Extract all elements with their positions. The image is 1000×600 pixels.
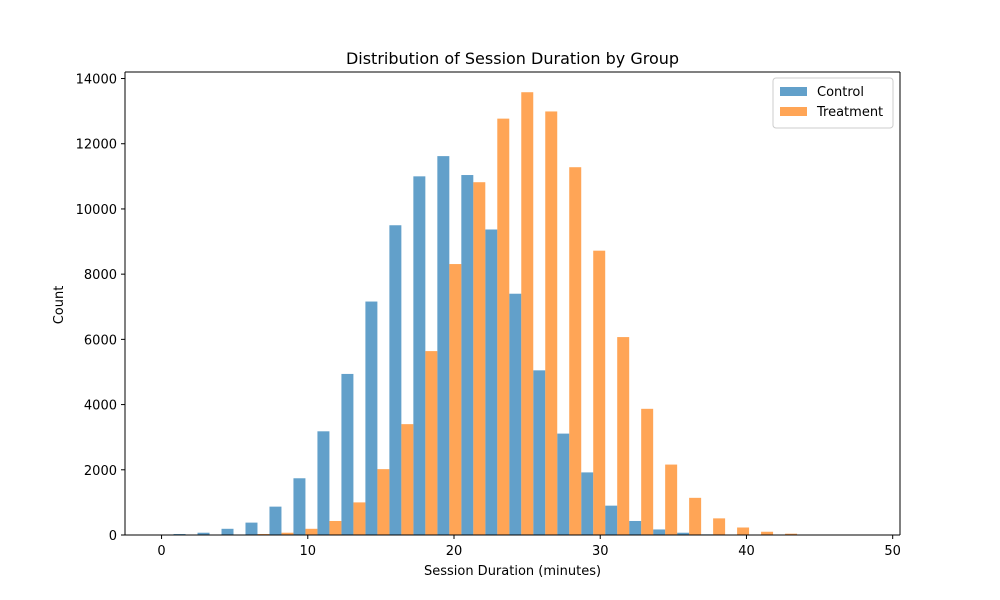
x-tick-label: 0 (157, 544, 165, 559)
x-tick-label: 40 (738, 544, 755, 559)
x-tick-label: 10 (300, 544, 317, 559)
bar-control (341, 373, 354, 535)
y-tick-label: 4000 (84, 399, 117, 414)
bar-control (461, 175, 474, 535)
bar-treatment (785, 533, 798, 535)
bar-treatment (545, 111, 558, 535)
bar-control (269, 506, 282, 535)
bar-treatment (713, 518, 726, 535)
x-tick-label: 50 (884, 544, 901, 559)
bar-control (197, 532, 210, 535)
bar-treatment (353, 502, 366, 535)
bar-treatment (281, 532, 294, 535)
x-tick-label: 30 (592, 544, 609, 559)
bar-treatment (617, 337, 630, 535)
y-tick-label: 8000 (84, 268, 117, 283)
bar-treatment (665, 464, 678, 535)
bar-control (317, 431, 330, 535)
bar-control (557, 433, 570, 535)
y-axis-label: Count (52, 286, 67, 325)
y-tick-label: 6000 (84, 333, 117, 348)
axes-group: 0 10 20 30 40 50 0 2000 4000 6000 8000 10000 12000 14… (76, 71, 901, 559)
y-tick-label: 2000 (84, 464, 117, 479)
bar-control (581, 472, 594, 535)
legend-swatch-treatment (780, 107, 807, 116)
bar-control (677, 532, 690, 535)
legend-swatch-control (780, 87, 807, 96)
bar-treatment (401, 424, 414, 535)
bars-group (173, 92, 822, 536)
y-tick-label: 14000 (76, 73, 117, 88)
y-tick-label: 10000 (76, 203, 117, 218)
bar-treatment (641, 408, 654, 535)
x-axis-label: Session Duration (minutes) (424, 564, 601, 579)
bar-control (221, 528, 234, 535)
bar-control (509, 293, 522, 535)
bar-treatment (377, 469, 390, 535)
bar-control (437, 156, 450, 535)
bar-treatment (593, 250, 606, 535)
bar-control (653, 529, 666, 535)
bar-control (413, 176, 426, 535)
bar-control (293, 478, 306, 535)
bar-treatment (497, 118, 510, 535)
bar-treatment (305, 528, 318, 535)
legend-label-treatment: Treatment (816, 105, 883, 120)
y-tick-label: 12000 (76, 138, 117, 153)
bar-control (533, 370, 546, 535)
chart-title: Distribution of Session Duration by Grou… (346, 49, 679, 68)
bar-treatment (761, 531, 774, 535)
bar-control (365, 301, 378, 535)
bar-control (485, 229, 498, 536)
bar-treatment (569, 167, 582, 535)
bar-treatment (425, 351, 438, 535)
bar-treatment (449, 264, 462, 535)
bar-control (605, 505, 618, 535)
bar-treatment (473, 182, 486, 535)
legend-label-control: Control (817, 85, 864, 100)
bar-control (245, 522, 258, 535)
bar-control (389, 225, 402, 535)
legend: Control Treatment (772, 77, 894, 129)
x-tick-label: 20 (446, 544, 463, 559)
bar-treatment (329, 520, 342, 535)
bar-treatment (737, 527, 750, 535)
bar-treatment (521, 92, 534, 535)
bar-treatment (689, 497, 702, 535)
y-tick-label: 0 (109, 529, 117, 544)
bar-control (629, 520, 642, 535)
